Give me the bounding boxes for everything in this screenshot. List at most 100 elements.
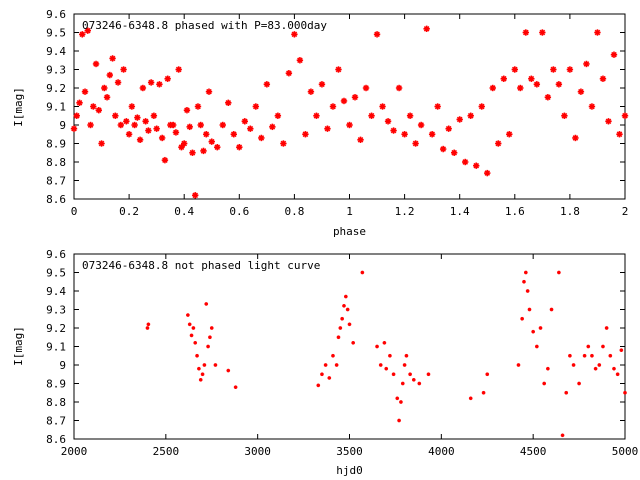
phased-data-point <box>462 158 469 166</box>
phased-x-tick-label: 2 <box>622 205 629 218</box>
phased-data-point <box>241 118 249 125</box>
phased-data-point <box>197 121 204 129</box>
unphased-data-point <box>516 363 521 367</box>
phased-data-point <box>136 136 144 143</box>
unphased-data-point <box>549 307 554 312</box>
phased-x-tick-label: 1 <box>346 205 353 218</box>
phased-y-tick-label: 9.3 <box>46 64 66 77</box>
unphased-data-point <box>542 381 546 386</box>
phased-data-point <box>280 140 287 147</box>
phased-data-point <box>269 123 276 131</box>
phased-data-point <box>203 131 210 138</box>
unphased-x-axis-label: hjd0 <box>336 464 363 477</box>
unphased-y-tick-label: 8.9 <box>46 378 66 391</box>
phased-data-point <box>528 75 535 82</box>
phased-x-tick-label: 0 <box>71 205 78 218</box>
unphased-data-points <box>145 270 627 438</box>
unphased-data-point <box>200 372 205 377</box>
unphased-data-point <box>485 372 490 377</box>
phased-data-point <box>192 192 199 199</box>
unphased-data-point <box>323 363 328 367</box>
phased-y-tick-label: 9.5 <box>46 27 66 40</box>
unphased-data-point <box>402 363 407 367</box>
phased-data-point <box>561 112 568 119</box>
phased-data-point <box>555 81 563 88</box>
phased-data-point <box>539 29 546 36</box>
phased-data-point <box>161 156 169 164</box>
phased-data-point <box>506 131 513 138</box>
phased-y-tick-label: 8.7 <box>46 175 66 188</box>
phased-y-tick-label: 8.8 <box>46 156 66 169</box>
phased-data-point <box>90 103 97 110</box>
unphased-data-point <box>226 368 231 373</box>
phased-y-tick-label: 9.6 <box>46 8 66 21</box>
unphased-data-point <box>577 381 581 386</box>
unphased-y-tick-label: 9 <box>59 359 66 372</box>
phased-data-point <box>101 84 108 92</box>
phased-data-point <box>147 79 155 86</box>
phased-data-point <box>599 75 607 82</box>
unphased-y-tick-label: 9.2 <box>46 322 66 335</box>
unphased-x-tick-label: 2500 <box>153 445 180 458</box>
unphased-data-point <box>336 335 341 340</box>
phased-data-point <box>247 125 254 132</box>
unphased-data-point <box>208 335 212 340</box>
phased-data-point <box>219 121 226 129</box>
unphased-data-point <box>191 326 196 330</box>
phased-x-tick-label: 1.8 <box>560 205 580 218</box>
phased-data-point <box>495 140 502 147</box>
unphased-data-point <box>560 433 565 438</box>
unphased-data-point <box>213 363 218 367</box>
phased-data-point <box>621 112 629 119</box>
phased-data-point <box>566 66 574 73</box>
unphased-data-point <box>391 372 396 377</box>
unphased-data-point <box>417 381 422 386</box>
phased-data-point <box>95 107 102 114</box>
phased-axis-ticks: 0 0.2 0.4 0.6 0.8 1 1.2 1.4 1.6 1.8 2 8.6 8.7 8.8 8.9 9… <box>46 8 628 218</box>
unphased-data-point <box>524 270 528 275</box>
unphased-data-point <box>193 341 198 345</box>
phased-data-point <box>70 125 78 132</box>
phased-data-point <box>588 103 596 110</box>
phased-data-point <box>145 127 152 134</box>
phased-data-point <box>517 84 524 92</box>
unphased-data-point <box>395 396 400 401</box>
phased-data-point <box>423 25 430 32</box>
unphased-data-point <box>340 316 344 321</box>
phased-data-point <box>450 149 458 156</box>
phased-data-point <box>230 131 237 138</box>
phased-data-point <box>406 112 414 119</box>
phased-data-point <box>76 99 83 106</box>
unphased-data-point <box>388 353 392 358</box>
phased-data-point <box>605 118 612 125</box>
unphased-data-point <box>538 326 543 330</box>
phased-data-point <box>84 27 91 34</box>
phased-data-point <box>594 29 601 36</box>
unphased-data-point <box>198 378 203 382</box>
phased-data-point <box>307 88 315 95</box>
phased-light-curve-panel: 0 0.2 0.4 0.6 0.8 1 1.2 1.4 1.6 1.8 2 8.6 8.7 8.8 8.9 9… <box>12 8 628 238</box>
unphased-data-point <box>347 322 352 327</box>
phased-data-point <box>368 112 375 119</box>
unphased-data-point <box>382 341 387 345</box>
unphased-data-point <box>468 396 473 401</box>
phased-data-point <box>395 84 403 92</box>
phased-data-point <box>434 103 441 110</box>
phased-data-point <box>384 118 392 125</box>
phased-data-point <box>379 103 386 110</box>
phased-data-point <box>401 131 408 138</box>
unphased-data-point <box>568 353 572 358</box>
phased-y-tick-label: 8.9 <box>46 138 66 151</box>
phased-data-point <box>296 57 304 64</box>
unphased-data-point <box>316 383 321 388</box>
phased-data-point <box>412 140 419 147</box>
phased-data-point <box>200 147 207 155</box>
unphased-data-point <box>564 390 569 395</box>
unphased-y-tick-label: 9.1 <box>46 341 66 354</box>
phased-data-point <box>467 112 474 119</box>
phased-data-point <box>139 84 147 92</box>
phased-x-tick-label: 0.8 <box>284 205 304 218</box>
unphased-data-point <box>557 270 561 275</box>
unphased-x-tick-label: 5000 <box>612 445 639 458</box>
